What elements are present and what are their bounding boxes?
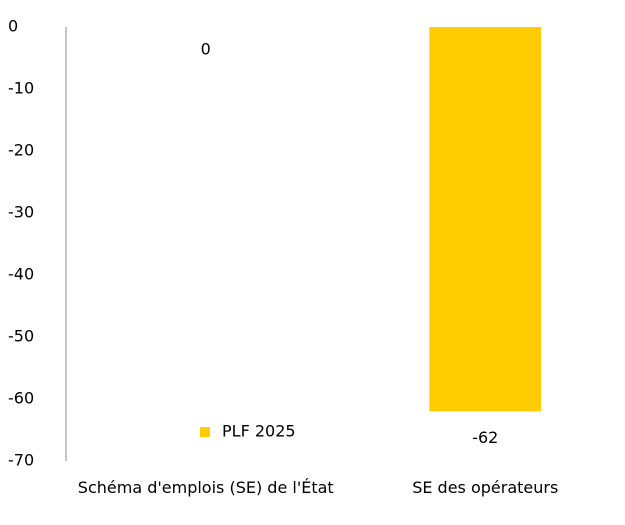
y-tick-label: -10	[8, 79, 34, 98]
y-tick-label: -70	[8, 451, 34, 470]
y-tick-label: 0	[8, 17, 18, 36]
x-tick-label: Schéma d'emplois (SE) de l'État	[77, 478, 334, 497]
y-tick-label: -50	[8, 327, 34, 346]
legend-swatch	[200, 427, 210, 437]
data-label: -62	[472, 428, 498, 447]
y-tick-label: -30	[8, 203, 34, 222]
legend-label: PLF 2025	[222, 422, 296, 441]
bar	[429, 27, 542, 412]
y-tick-label: -60	[8, 389, 34, 408]
y-tick-label: -40	[8, 265, 34, 284]
y-tick-label: -20	[8, 141, 34, 160]
x-tick-label: SE des opérateurs	[412, 478, 559, 497]
data-label: 0	[201, 40, 211, 59]
